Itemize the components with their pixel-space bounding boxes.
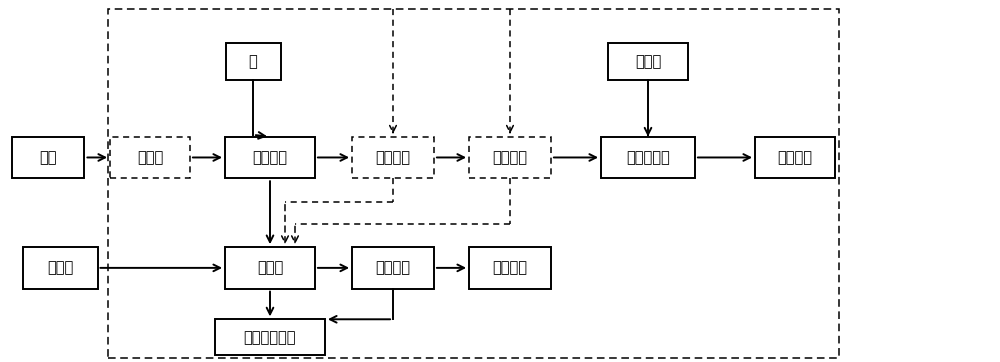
- Bar: [352, 247, 434, 289]
- Text: 中强碱: 中强碱: [635, 54, 661, 69]
- Bar: [226, 43, 280, 80]
- Bar: [225, 137, 315, 178]
- Text: 二次水洗: 二次水洗: [492, 150, 528, 165]
- Bar: [22, 247, 98, 289]
- Text: 污水处理装置: 污水处理装置: [244, 330, 296, 345]
- Text: 调质池: 调质池: [137, 150, 163, 165]
- Text: 酸洗装置: 酸洗装置: [252, 150, 288, 165]
- Bar: [225, 247, 315, 289]
- Bar: [469, 137, 551, 178]
- Text: 提纯池: 提纯池: [257, 260, 283, 275]
- Bar: [469, 247, 551, 289]
- Text: 脱水装置: 脱水装置: [376, 260, 411, 275]
- Bar: [12, 137, 84, 178]
- Bar: [608, 43, 688, 80]
- Text: 酸度回调池: 酸度回调池: [626, 150, 670, 165]
- Bar: [352, 137, 434, 178]
- Text: 污泥处理: 污泥处理: [778, 150, 812, 165]
- Bar: [755, 137, 835, 178]
- Bar: [110, 137, 190, 178]
- Bar: [601, 137, 695, 178]
- Text: 酸: 酸: [249, 54, 257, 69]
- Text: 中强碱: 中强碱: [47, 260, 73, 275]
- Text: 污泥: 污泥: [39, 150, 57, 165]
- Text: 一次水洗: 一次水洗: [376, 150, 411, 165]
- Bar: [108, 9, 839, 358]
- Bar: [215, 319, 325, 355]
- Text: 化肥原料: 化肥原料: [492, 260, 528, 275]
